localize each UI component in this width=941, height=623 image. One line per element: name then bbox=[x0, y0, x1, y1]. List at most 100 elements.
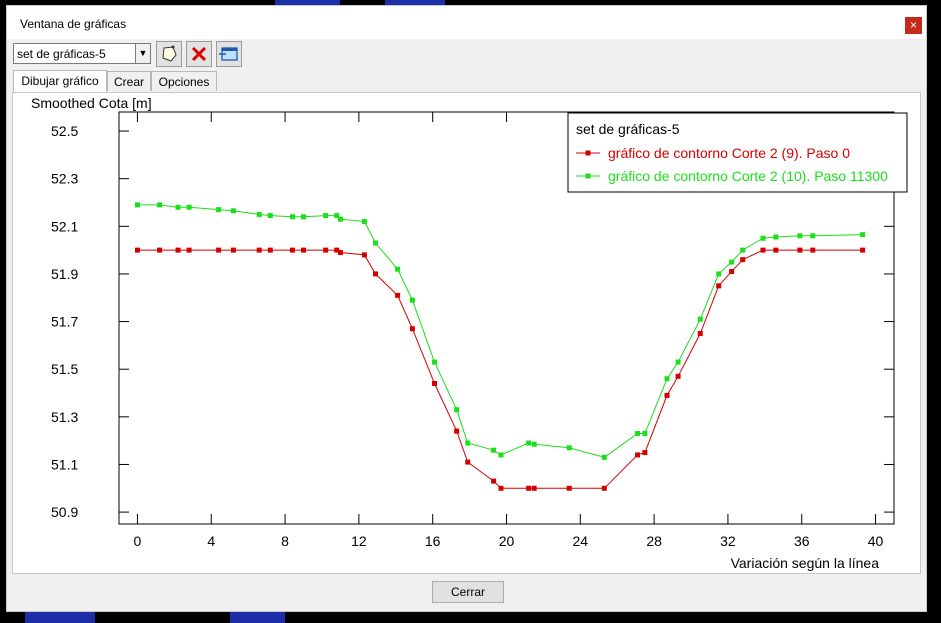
plot-area: 50.9 51.1 51.3 51.5 51.7 51.9 52.1 52.3 52.5 0 4 8 1… bbox=[12, 92, 921, 574]
delete-x-icon bbox=[191, 46, 207, 62]
data-point bbox=[334, 247, 340, 253]
data-point bbox=[256, 211, 262, 217]
data-point bbox=[267, 247, 273, 253]
window-copy-button[interactable] bbox=[216, 41, 242, 67]
data-point bbox=[773, 247, 779, 253]
data-point bbox=[465, 440, 471, 446]
data-point bbox=[361, 252, 367, 258]
data-point bbox=[601, 454, 607, 460]
desktop-background bbox=[275, 0, 340, 6]
y-tick-label: 51.1 bbox=[51, 456, 78, 472]
x-tick-label: 28 bbox=[646, 533, 662, 549]
y-tick-label: 51.7 bbox=[51, 314, 78, 330]
y-tick-label: 51.9 bbox=[51, 266, 78, 282]
x-tick-label: 0 bbox=[134, 533, 142, 549]
y-tick-label: 51.5 bbox=[51, 361, 78, 377]
tab-dibujar-grafico[interactable]: Dibujar gráfico bbox=[13, 70, 107, 92]
set-selector-dropdown[interactable]: set de gráficas-5 ▼ bbox=[13, 43, 151, 64]
data-point bbox=[601, 485, 607, 491]
data-point bbox=[566, 485, 572, 491]
toolbar: set de gráficas-5 ▼ bbox=[7, 39, 926, 71]
close-button[interactable]: Cerrar bbox=[432, 581, 504, 603]
data-point bbox=[216, 207, 222, 213]
tab-opciones[interactable]: Opciones bbox=[151, 71, 217, 91]
legend-entry: gráfico de contorno Corte 2 (9). Paso 0 bbox=[608, 145, 850, 161]
data-point bbox=[716, 283, 722, 289]
data-point bbox=[175, 204, 181, 210]
legend-swatch-marker bbox=[585, 150, 591, 156]
data-point bbox=[635, 452, 641, 458]
data-point bbox=[860, 247, 866, 253]
tab-strip: Dibujar gráfico Crear Opciones bbox=[7, 70, 926, 92]
data-point bbox=[361, 219, 367, 225]
data-point bbox=[301, 247, 307, 253]
polygon-select-button[interactable] bbox=[156, 41, 182, 67]
data-point bbox=[157, 247, 163, 253]
data-point bbox=[642, 431, 648, 437]
desktop-background bbox=[230, 611, 285, 623]
data-point bbox=[432, 359, 438, 365]
data-point bbox=[526, 440, 532, 446]
title-bar[interactable]: Ventana de gráficas × bbox=[7, 6, 926, 39]
data-point bbox=[267, 213, 273, 219]
data-point bbox=[134, 247, 140, 253]
desktop-background bbox=[25, 611, 95, 623]
data-point bbox=[498, 485, 504, 491]
data-point bbox=[697, 330, 703, 336]
x-axis-label: Variación según la línea bbox=[731, 555, 880, 571]
y-axis-label: Smoothed Cota [m] bbox=[31, 95, 152, 111]
close-icon[interactable]: × bbox=[905, 17, 922, 34]
window-copy-icon bbox=[219, 47, 238, 61]
data-point bbox=[675, 359, 681, 365]
x-tick-label: 40 bbox=[868, 533, 884, 549]
data-point bbox=[157, 202, 163, 208]
x-tick-label: 16 bbox=[425, 533, 441, 549]
data-point bbox=[323, 213, 329, 219]
data-point bbox=[491, 447, 497, 453]
data-point bbox=[323, 247, 329, 253]
chevron-down-icon[interactable]: ▼ bbox=[135, 44, 150, 63]
data-point bbox=[760, 235, 766, 241]
data-point bbox=[531, 441, 537, 447]
data-point bbox=[810, 233, 816, 239]
set-selector-value: set de gráficas-5 bbox=[17, 47, 106, 61]
x-tick-label: 24 bbox=[573, 533, 589, 549]
data-point bbox=[134, 202, 140, 208]
tab-crear[interactable]: Crear bbox=[107, 71, 151, 91]
line-chart: 50.9 51.1 51.3 51.5 51.7 51.9 52.1 52.3 52.5 0 4 8 1… bbox=[31, 95, 908, 571]
data-point bbox=[860, 232, 866, 238]
data-point bbox=[186, 204, 192, 210]
data-point bbox=[531, 485, 537, 491]
data-point bbox=[729, 259, 735, 265]
data-point bbox=[454, 428, 460, 434]
data-point bbox=[186, 247, 192, 253]
data-point bbox=[395, 266, 401, 272]
x-tick-label: 4 bbox=[207, 533, 215, 549]
data-point bbox=[372, 240, 378, 246]
data-point bbox=[760, 247, 766, 253]
data-point bbox=[526, 485, 532, 491]
data-point bbox=[256, 247, 262, 253]
data-point bbox=[797, 247, 803, 253]
data-point bbox=[740, 247, 746, 253]
chart-window: Ventana de gráficas × set de gráficas-5 … bbox=[6, 5, 927, 612]
data-point bbox=[675, 373, 681, 379]
legend-entry: gráfico de contorno Corte 2 (10). Paso 1… bbox=[608, 168, 888, 184]
data-point bbox=[301, 214, 307, 220]
y-tick-label: 51.3 bbox=[51, 409, 78, 425]
data-point bbox=[409, 297, 415, 303]
data-point bbox=[498, 452, 504, 458]
data-point bbox=[334, 213, 340, 219]
data-point bbox=[216, 247, 222, 253]
x-tick-label: 12 bbox=[351, 533, 367, 549]
data-point bbox=[465, 459, 471, 465]
legend-swatch-marker bbox=[585, 173, 591, 179]
y-tick-label: 50.9 bbox=[51, 504, 78, 520]
data-point bbox=[289, 214, 295, 220]
bottom-bar: Cerrar bbox=[7, 574, 926, 611]
data-point bbox=[337, 216, 343, 222]
data-point bbox=[372, 271, 378, 277]
delete-button[interactable] bbox=[186, 41, 212, 67]
data-point bbox=[635, 431, 641, 437]
legend-box bbox=[567, 112, 908, 193]
